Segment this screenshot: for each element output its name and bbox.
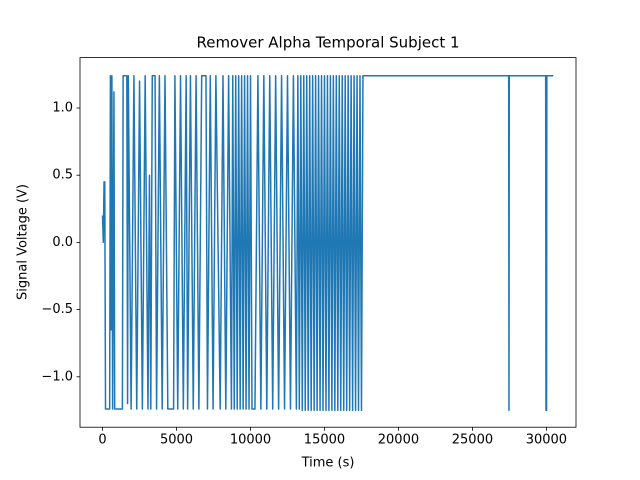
y-tick-label: 1.0 xyxy=(52,101,73,116)
x-axis-label: Time (s) xyxy=(301,456,355,471)
x-tick-label: 0 xyxy=(98,433,106,448)
x-tick-label: 20000 xyxy=(378,433,419,448)
x-tick-label: 25000 xyxy=(452,433,493,448)
y-axis-label: Signal Voltage (V) xyxy=(16,184,31,300)
y-tick-label: 0.5 xyxy=(52,168,73,183)
data-line xyxy=(101,74,554,412)
x-tick-label: 10000 xyxy=(230,433,271,448)
y-tick-label: −1.0 xyxy=(41,369,73,384)
chart-title: Remover Alpha Temporal Subject 1 xyxy=(196,34,459,52)
x-tick-label: 15000 xyxy=(304,433,345,448)
x-tick-label: 5000 xyxy=(160,433,193,448)
x-tick-label: 30000 xyxy=(526,433,567,448)
plot-frame xyxy=(79,57,577,428)
y-tick-label: 0.0 xyxy=(52,235,73,250)
y-tick-label: −0.5 xyxy=(41,302,73,317)
